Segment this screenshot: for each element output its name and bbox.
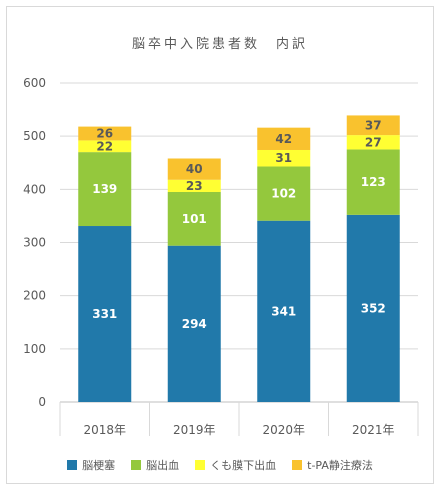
bar-segment bbox=[346, 214, 400, 402]
bar-segment bbox=[78, 152, 132, 227]
y-tick-label: 600 bbox=[23, 76, 46, 90]
bar-segment bbox=[257, 149, 311, 167]
x-tick-label: 2018年 bbox=[83, 423, 126, 437]
data-label: 123 bbox=[361, 175, 386, 189]
bar-segment bbox=[167, 191, 221, 246]
data-label: 23 bbox=[186, 179, 203, 193]
data-label: 37 bbox=[365, 118, 382, 132]
legend-item: 脳梗塞 bbox=[67, 457, 115, 473]
x-tick-label: 2020年 bbox=[262, 423, 305, 437]
x-tick-label: 2019年 bbox=[173, 423, 216, 437]
bar-segment bbox=[346, 135, 400, 150]
bar-segment bbox=[257, 166, 311, 221]
legend-item: t-PA静注療法 bbox=[292, 457, 373, 473]
data-label: 139 bbox=[92, 182, 117, 196]
y-tick-label: 300 bbox=[23, 236, 46, 250]
y-tick-label: 100 bbox=[23, 342, 46, 356]
y-tick-label: 200 bbox=[23, 289, 46, 303]
legend-label: 脳出血 bbox=[146, 459, 180, 472]
data-label: 31 bbox=[275, 151, 292, 165]
data-label: 102 bbox=[271, 187, 296, 201]
data-label: 22 bbox=[96, 139, 113, 153]
data-label: 294 bbox=[182, 317, 207, 331]
bar-segment bbox=[346, 149, 400, 215]
legend-swatch bbox=[292, 460, 303, 470]
bar-segment bbox=[167, 245, 221, 402]
data-label: 42 bbox=[275, 132, 292, 146]
data-label: 341 bbox=[271, 304, 296, 318]
chart-title: 脳卒中入院患者数 内訳 bbox=[131, 37, 308, 52]
data-label: 331 bbox=[92, 307, 117, 321]
bar-segment bbox=[78, 140, 132, 153]
legend-swatch bbox=[195, 460, 206, 470]
legend-swatch bbox=[131, 460, 142, 470]
y-tick-label: 500 bbox=[23, 129, 46, 143]
bar-segment bbox=[78, 126, 132, 141]
chart-legend: 脳梗塞 脳出血 くも膜下出血 t-PA静注療法 bbox=[0, 457, 440, 473]
data-label: 40 bbox=[186, 162, 203, 176]
y-tick-label: 400 bbox=[23, 182, 46, 196]
data-label: 27 bbox=[365, 135, 382, 149]
bar-segment bbox=[167, 179, 221, 192]
bar-segment bbox=[346, 115, 400, 136]
bar-segment bbox=[257, 127, 311, 150]
y-tick-label: 0 bbox=[38, 395, 46, 409]
legend-label: くも膜下出血 bbox=[210, 459, 277, 472]
legend-item: 脳出血 bbox=[131, 457, 179, 473]
data-label: 352 bbox=[361, 301, 386, 315]
data-label: 26 bbox=[96, 127, 113, 141]
bar-segment bbox=[167, 158, 221, 180]
legend-label: t-PA静注療法 bbox=[307, 459, 373, 472]
legend-swatch bbox=[67, 460, 78, 470]
bar-segment bbox=[257, 220, 311, 402]
bar-segment bbox=[78, 226, 132, 402]
legend-item: くも膜下出血 bbox=[195, 457, 276, 473]
data-label: 101 bbox=[182, 212, 207, 226]
legend-label: 脳梗塞 bbox=[82, 459, 116, 472]
x-tick-label: 2021年 bbox=[352, 423, 395, 437]
